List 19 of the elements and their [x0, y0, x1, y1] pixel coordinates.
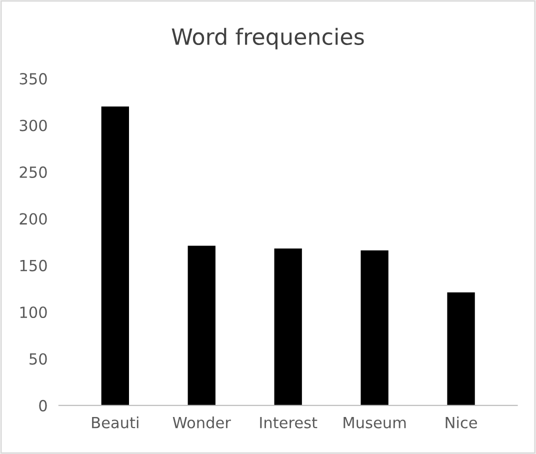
- y-tick-label: 100: [20, 306, 47, 318]
- y-tick-label: 250: [20, 166, 47, 178]
- x-tick-label: Interest: [260, 417, 318, 428]
- y-tick-label: 150: [20, 260, 47, 272]
- x-tick-label: Wonder: [172, 416, 231, 428]
- bar: [101, 106, 129, 406]
- y-tick-label: 200: [20, 213, 47, 225]
- x-tick-label: Nice: [446, 416, 477, 428]
- x-tick-label: Museum: [344, 417, 406, 428]
- bar: [188, 246, 216, 406]
- bar: [274, 248, 302, 406]
- x-tick-label: Beauti: [92, 416, 138, 428]
- bar: [447, 292, 475, 406]
- y-tick-label: 350: [20, 73, 47, 85]
- bar: [360, 250, 388, 406]
- y-tick-label: 0: [39, 400, 47, 412]
- y-tick-label: 300: [20, 120, 47, 132]
- y-tick-label: 50: [30, 353, 47, 365]
- chart-title: Word frequencies: [172, 28, 364, 50]
